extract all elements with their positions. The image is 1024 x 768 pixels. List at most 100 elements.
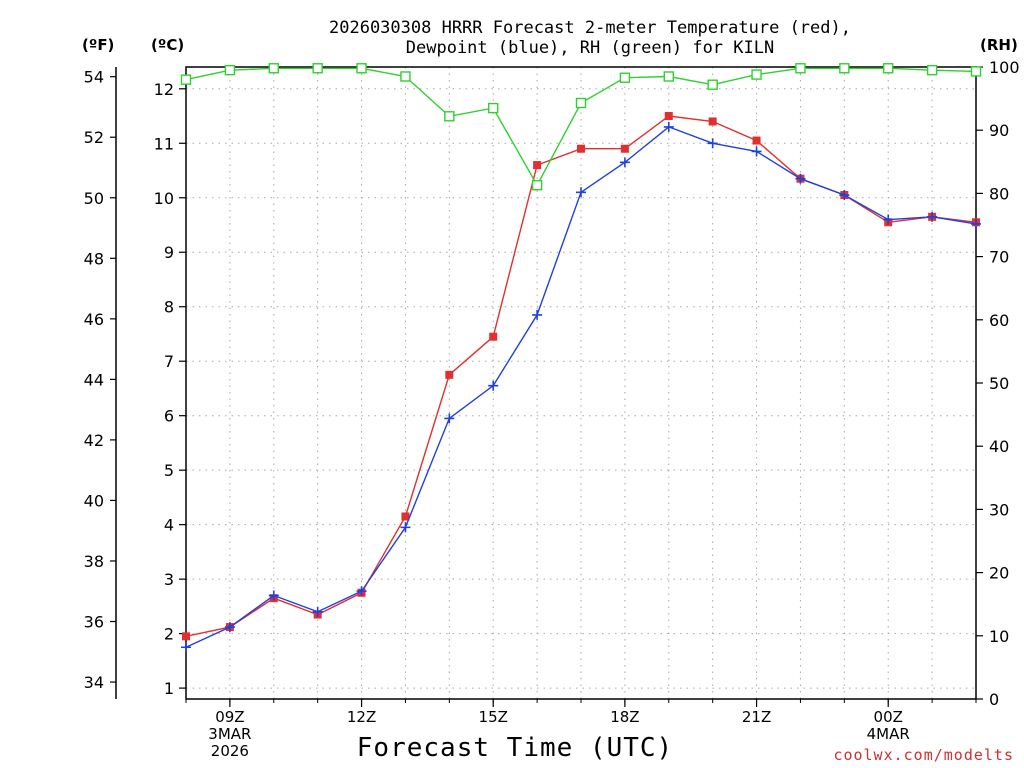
x-tick-label: 15Z bbox=[479, 708, 508, 726]
rh-tick-label: 80 bbox=[989, 184, 1009, 203]
series-layer bbox=[180, 63, 982, 653]
rh-tick-label: 40 bbox=[989, 437, 1009, 456]
rh-point bbox=[575, 97, 587, 109]
x-axis-label: Forecast Time (UTC) bbox=[356, 733, 674, 763]
celsius-tick-label: 5 bbox=[164, 461, 174, 480]
dewpoint-point bbox=[927, 211, 938, 222]
fahrenheit-tick-label: 36 bbox=[84, 613, 104, 632]
rh-point bbox=[531, 179, 543, 191]
celsius-tick-label: 1 bbox=[164, 679, 174, 698]
dewpoint-point bbox=[883, 214, 894, 225]
dewpoint-point bbox=[971, 218, 981, 229]
fahrenheit-tick-label: 40 bbox=[84, 491, 104, 510]
rh-tick-label: 20 bbox=[989, 564, 1009, 583]
fahrenheit-tick-label: 34 bbox=[84, 673, 104, 692]
x-tick-label: 21Z bbox=[742, 708, 771, 726]
dewpoint-point bbox=[224, 622, 235, 633]
rh-point bbox=[180, 74, 192, 85]
celsius-tick-label: 3 bbox=[164, 570, 174, 589]
grid-lines bbox=[186, 67, 976, 699]
plot-frame bbox=[185, 66, 977, 700]
x-tick-label: 18Z bbox=[610, 708, 639, 726]
fahrenheit-tick-label: 38 bbox=[84, 552, 104, 571]
axes: 1234567891011123436384042444648505254010… bbox=[84, 58, 1020, 760]
rh-tick-label: 100 bbox=[989, 58, 1020, 77]
fahrenheit-tick-label: 46 bbox=[84, 310, 104, 329]
temperature-point bbox=[752, 136, 761, 145]
dewpoint-point bbox=[181, 642, 191, 653]
celsius-tick-label: 11 bbox=[154, 134, 174, 153]
rh-point bbox=[795, 63, 806, 74]
dewpoint-point bbox=[444, 413, 455, 424]
temperature-point bbox=[445, 370, 454, 379]
rh-unit-label: (RH) bbox=[980, 36, 1018, 54]
rh-tick-label: 90 bbox=[989, 121, 1009, 140]
fahrenheit-tick-label: 42 bbox=[84, 431, 104, 450]
x-tick-label: 12Z bbox=[347, 708, 376, 726]
temperature-point bbox=[620, 144, 629, 153]
rh-point bbox=[839, 63, 850, 74]
fahrenheit-tick-label: 44 bbox=[84, 370, 104, 389]
temperature-point bbox=[708, 117, 717, 126]
temperature-point bbox=[533, 161, 542, 170]
celsius-tick-label: 10 bbox=[154, 189, 174, 208]
rh-tick-label: 70 bbox=[989, 248, 1009, 267]
rh-point bbox=[751, 69, 762, 80]
fahrenheit-unit-label: (ºF) bbox=[82, 36, 115, 54]
dewpoint-point bbox=[532, 309, 543, 320]
rh-point bbox=[312, 63, 323, 74]
chart-title-line-2: Dewpoint (blue), RH (green) for KILN bbox=[405, 38, 775, 58]
rh-point bbox=[970, 66, 982, 77]
fahrenheit-tick-label: 48 bbox=[84, 249, 104, 268]
dewpoint-point bbox=[488, 380, 499, 391]
temperature-point bbox=[664, 112, 673, 121]
temperature-point bbox=[401, 512, 410, 521]
dewpoint-point bbox=[707, 138, 718, 149]
celsius-tick-label: 7 bbox=[164, 352, 174, 371]
rh-point bbox=[224, 64, 236, 76]
temperature-point bbox=[577, 144, 585, 153]
rh-tick-label: 0 bbox=[989, 690, 999, 709]
temperature-point bbox=[182, 632, 190, 641]
credit-text: coolwx.com/modelts bbox=[833, 746, 1014, 764]
celsius-tick-label: 2 bbox=[164, 625, 174, 644]
dewpoint-point bbox=[795, 173, 806, 184]
rh-point bbox=[400, 71, 411, 82]
dewpoint-point bbox=[268, 590, 279, 601]
x-tick-label: 09Z bbox=[215, 708, 244, 726]
fahrenheit-tick-label: 52 bbox=[84, 128, 104, 147]
rh-point bbox=[707, 79, 718, 90]
dewpoint-point bbox=[400, 522, 411, 533]
celsius-tick-label: 9 bbox=[164, 243, 174, 262]
celsius-tick-label: 8 bbox=[164, 298, 174, 317]
rh-point bbox=[926, 64, 938, 76]
celsius-tick-label: 12 bbox=[154, 80, 174, 99]
rh-tick-label: 10 bbox=[989, 627, 1009, 646]
fahrenheit-tick-label: 50 bbox=[84, 189, 104, 208]
celsius-tick-label: 6 bbox=[164, 407, 174, 426]
rh-tick-label: 50 bbox=[989, 374, 1009, 393]
x-tick-label: 00Z bbox=[874, 708, 903, 726]
rh-tick-label: 60 bbox=[989, 311, 1009, 330]
rh-point bbox=[356, 63, 367, 74]
dewpoint-point bbox=[356, 586, 367, 597]
dewpoint-point bbox=[839, 190, 850, 201]
rh-point bbox=[883, 63, 894, 74]
rh-point bbox=[268, 63, 279, 74]
rh-point bbox=[619, 72, 631, 83]
rh-tick-label: 30 bbox=[989, 500, 1009, 519]
chart-title-line-1: 2026030308 HRRR Forecast 2-meter Tempera… bbox=[329, 18, 851, 38]
dewpoint-point bbox=[312, 606, 323, 617]
celsius-unit-label: (ºC) bbox=[151, 36, 185, 54]
dewpoint-point bbox=[751, 146, 762, 157]
x-tick-label: 3MAR bbox=[208, 725, 251, 743]
rh-point bbox=[444, 111, 455, 122]
dewpoint-point bbox=[663, 121, 674, 132]
celsius-tick-label: 4 bbox=[164, 516, 174, 535]
rh-point bbox=[488, 102, 499, 114]
dewpoint-point bbox=[576, 187, 586, 198]
x-tick-label: 4MAR bbox=[867, 725, 910, 743]
x-tick-label: 2026 bbox=[211, 742, 249, 760]
rh-point bbox=[663, 71, 674, 82]
